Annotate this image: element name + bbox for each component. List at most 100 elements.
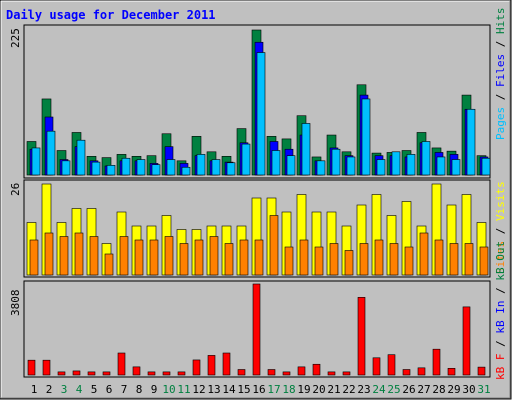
bar-kbytes [417, 367, 426, 376]
bar-sites [434, 239, 444, 276]
bar-sites [149, 239, 159, 276]
bar-sites [359, 243, 369, 276]
x-tick-label: 9 [151, 383, 158, 396]
bar-pages [166, 159, 176, 176]
bar-sites [404, 246, 414, 276]
bar-sites [344, 250, 354, 276]
legend-entry: kB F [494, 354, 507, 381]
y-max-label-hits: 225 [9, 28, 22, 48]
bar-kbytes [102, 371, 111, 376]
legend-entry: / [494, 221, 507, 241]
x-tick-label: 19 [297, 383, 310, 396]
bar-sites [464, 243, 474, 276]
bar-pages [106, 165, 116, 176]
bar-pages [451, 159, 461, 176]
x-tick-label: 12 [192, 383, 205, 396]
bar-kbytes [432, 348, 441, 376]
bar-kbytes [327, 371, 336, 376]
bar-sites [479, 246, 489, 276]
x-tick-label: 16 [252, 383, 265, 396]
bar-sites [104, 253, 114, 276]
bar-sites [314, 246, 324, 276]
bar-pages [346, 156, 356, 176]
bar-pages [91, 161, 101, 176]
bar-pages [436, 156, 446, 176]
bar-pages [391, 151, 401, 176]
legend-entry: Hits [494, 8, 507, 35]
bar-pages [151, 164, 161, 176]
x-tick-label: 23 [357, 383, 370, 396]
bar-pages [406, 154, 416, 176]
bar-kbytes [357, 297, 366, 376]
bar-sites [329, 243, 339, 276]
bar-pages [181, 166, 191, 176]
x-tick-label: 8 [136, 383, 143, 396]
x-tick-label: 22 [342, 383, 355, 396]
bar-kbytes [237, 369, 246, 376]
x-tick-label: 2 [46, 383, 53, 396]
legend-kbytes: kB F / kB In / kB Out [494, 241, 507, 380]
legend-entry: Pages [494, 107, 507, 140]
x-tick-label: 25 [387, 383, 400, 396]
x-tick-label: 20 [312, 383, 325, 396]
bar-pages [376, 159, 386, 176]
x-tick-label: 1 [31, 383, 38, 396]
legend-entry: / [494, 87, 507, 107]
bar-pages [301, 123, 311, 176]
bar-pages [121, 157, 131, 176]
legend-hits-files-pages: Pages / Files / Hits [494, 8, 507, 141]
bar-kbytes [162, 371, 171, 376]
bar-sites [239, 239, 249, 276]
x-tick-label: 29 [447, 383, 460, 396]
legend-visits-sites: Sites / Visits [494, 181, 507, 274]
bar-kbytes [297, 366, 306, 376]
bar-pages [61, 160, 71, 176]
bar-kbytes [177, 371, 186, 376]
bar-sites [419, 232, 429, 276]
bar-kbytes [132, 366, 141, 376]
legend-entry: kB In [494, 301, 507, 334]
bar-sites [44, 232, 54, 276]
bar-pages [331, 148, 341, 176]
bar-sites [89, 236, 99, 276]
bar-sites [59, 236, 69, 276]
bar-sites [389, 243, 399, 276]
bar-kbytes [117, 352, 126, 376]
bar-sites [269, 215, 279, 276]
bar-pages [421, 141, 431, 176]
legend-entry: Sites [494, 241, 507, 274]
x-tick-label: 27 [417, 383, 430, 396]
legend-entry: / [494, 281, 507, 301]
bar-sites [29, 239, 39, 276]
bar-sites [119, 236, 129, 276]
bar-kbytes [207, 355, 216, 376]
bar-sites [254, 239, 264, 276]
x-tick-label: 18 [282, 383, 295, 396]
bar-sites [299, 239, 309, 276]
bar-pages [361, 98, 371, 176]
x-tick-label: 26 [402, 383, 415, 396]
bar-kbytes [267, 369, 276, 376]
x-tick-label: 10 [162, 383, 175, 396]
bar-pages [196, 154, 206, 176]
x-tick-label: 6 [106, 383, 113, 396]
bar-pages [466, 108, 476, 176]
bar-kbytes [147, 371, 156, 376]
bar-kbytes [477, 366, 486, 376]
bar-kbytes [192, 359, 201, 376]
bar-kbytes [447, 368, 456, 376]
legend-entry: kB Out [494, 241, 507, 281]
bar-pages [226, 162, 236, 176]
x-tick-label: 30 [462, 383, 475, 396]
bar-pages [241, 143, 251, 176]
bar-sites [74, 232, 84, 276]
bar-sites [374, 239, 384, 276]
legend-entry: / [494, 334, 507, 354]
bar-kbytes [372, 357, 381, 376]
bar-kbytes [462, 306, 471, 376]
x-tick-label: 14 [222, 383, 236, 396]
bar-pages [76, 139, 86, 176]
bar-kbytes [27, 359, 36, 376]
bar-kbytes [312, 363, 321, 376]
bar-pages [481, 157, 491, 176]
